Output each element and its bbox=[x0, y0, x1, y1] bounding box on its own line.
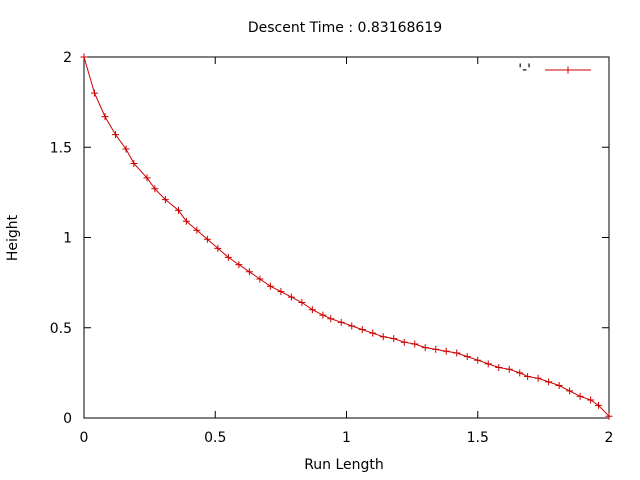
data-point bbox=[484, 360, 492, 368]
data-point bbox=[524, 372, 532, 380]
data-point bbox=[505, 365, 513, 373]
data-point bbox=[555, 382, 563, 390]
chart-title: Descent Time : 0.83168619 bbox=[248, 20, 442, 36]
data-point bbox=[411, 340, 419, 348]
x-tick-label: 0.5 bbox=[204, 430, 226, 446]
data-point bbox=[595, 401, 602, 409]
data-point bbox=[266, 282, 274, 290]
data-point bbox=[545, 378, 553, 386]
data-point bbox=[112, 131, 119, 139]
data-point bbox=[358, 326, 366, 334]
data-point bbox=[151, 185, 159, 193]
data-point bbox=[143, 174, 151, 182]
x-tick-label: 0 bbox=[80, 430, 89, 446]
data-point bbox=[576, 392, 584, 400]
data-point bbox=[369, 329, 377, 337]
data-point bbox=[91, 89, 98, 97]
data-point bbox=[379, 333, 387, 341]
data-point bbox=[587, 396, 595, 404]
plot-frame bbox=[83, 56, 610, 419]
data-point bbox=[308, 306, 316, 314]
data-point bbox=[534, 374, 542, 382]
data-point bbox=[256, 275, 264, 283]
y-axis-ticks: 0 0.5 1 1.5 2 bbox=[50, 50, 609, 427]
data-point bbox=[495, 363, 503, 371]
data-point bbox=[161, 196, 169, 204]
legend-sample bbox=[545, 66, 591, 74]
y-tick-label: 2 bbox=[63, 50, 72, 66]
data-point bbox=[327, 315, 335, 323]
data-point bbox=[203, 235, 211, 243]
y-tick-label: 1 bbox=[63, 231, 72, 247]
data-point bbox=[130, 159, 138, 167]
data-point bbox=[432, 345, 440, 353]
data-point bbox=[224, 253, 232, 261]
y-tick-label: 0 bbox=[63, 411, 72, 427]
x-tick-label: 1 bbox=[342, 430, 351, 446]
series-line bbox=[83, 56, 610, 417]
x-tick-label: 1.5 bbox=[467, 430, 489, 446]
data-point bbox=[605, 412, 613, 420]
data-point bbox=[245, 268, 253, 276]
legend: '-' bbox=[518, 62, 591, 78]
data-point bbox=[474, 356, 482, 364]
y-axis-label: Height bbox=[5, 214, 21, 261]
data-point bbox=[122, 145, 130, 153]
data-point bbox=[453, 349, 461, 357]
data-point bbox=[287, 293, 295, 301]
data-point bbox=[319, 311, 327, 319]
x-tick-label: 2 bbox=[605, 430, 614, 446]
legend-label: '-' bbox=[518, 62, 531, 78]
data-point bbox=[101, 113, 109, 121]
data-point bbox=[463, 353, 471, 361]
data-point bbox=[442, 347, 450, 355]
data-point bbox=[566, 387, 574, 395]
data-point bbox=[390, 335, 398, 343]
y-tick-label: 0.5 bbox=[50, 321, 72, 337]
data-point bbox=[80, 53, 88, 61]
data-point bbox=[214, 244, 222, 252]
data-point bbox=[277, 288, 285, 296]
legend-marker bbox=[564, 66, 572, 74]
data-point bbox=[175, 206, 182, 214]
data-point bbox=[235, 261, 243, 269]
data-point bbox=[348, 322, 356, 330]
data-point bbox=[298, 298, 306, 306]
y-tick-label: 1.5 bbox=[50, 140, 72, 156]
series-layer bbox=[80, 53, 613, 420]
data-point bbox=[421, 344, 429, 352]
x-axis-label: Run Length bbox=[304, 457, 384, 473]
data-point bbox=[337, 318, 345, 326]
data-point bbox=[516, 369, 524, 377]
data-point bbox=[193, 226, 201, 234]
data-point bbox=[182, 217, 190, 225]
x-axis-ticks: 0 0.5 1 1.5 2 bbox=[80, 57, 614, 446]
data-point bbox=[400, 338, 408, 346]
